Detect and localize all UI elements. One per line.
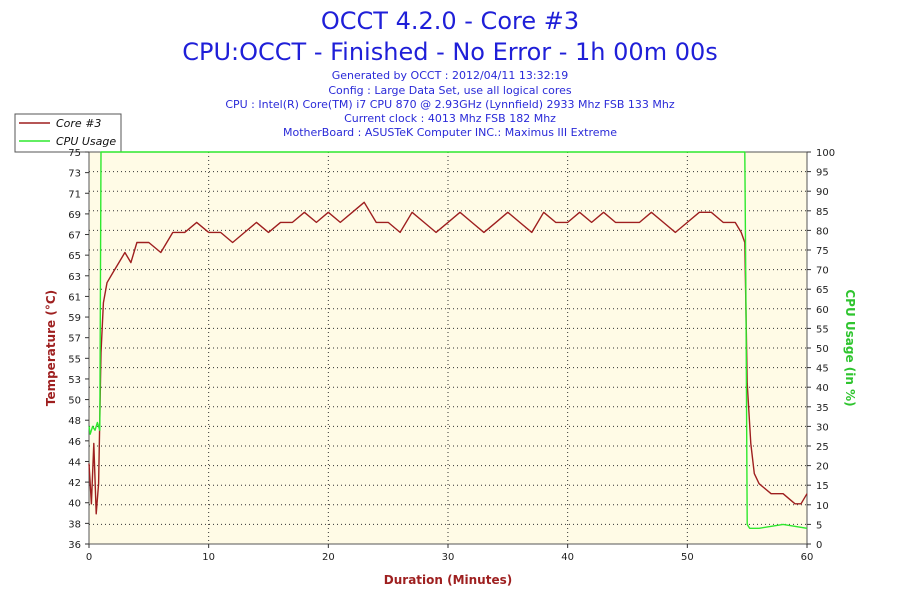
right-axis-ticks: 0 5 10 15 20 25 30 35 40 45 50 55 60 65 70 75 80 85 90 95 10…: [807, 148, 835, 551]
y2-tick-label: 65: [816, 285, 829, 296]
x-tick-label: 20: [322, 552, 335, 563]
y-tick-label: 57: [68, 334, 81, 345]
y2-tick-label: 40: [816, 383, 829, 394]
y-tick-label: 73: [68, 169, 81, 180]
info-cpu: CPU : Intel(R) Core(TM) i7 CPU 870 @ 2.9…: [225, 98, 675, 111]
y-tick-label: 55: [68, 354, 81, 365]
series-line-core-3: [88, 201, 808, 515]
legend-label-core: Core #3: [56, 117, 101, 130]
y2-tick-label: 10: [816, 501, 829, 512]
y-tick-label: 50: [68, 396, 81, 407]
y2-tick-label: 30: [816, 422, 829, 433]
y2-tick-label: 75: [816, 246, 829, 257]
y2-axis-label: CPU Usage (in %): [843, 289, 857, 406]
chart-subtitle: CPU:OCCT - Finished - No Error - 1h 00m …: [182, 38, 718, 66]
y-tick-label: 59: [68, 313, 81, 324]
y2-tick-label: 5: [816, 520, 822, 531]
y2-tick-label: 90: [816, 187, 829, 198]
y2-tick-label: 35: [816, 403, 829, 414]
y-tick-label: 65: [68, 251, 81, 262]
x-tick-label: 50: [681, 552, 694, 563]
y-tick-label: 38: [68, 519, 81, 530]
series-line-cpu-usage: [88, 151, 808, 529]
y-tick-label: 61: [68, 292, 81, 303]
y-axis-label: Temperature (°C): [44, 290, 58, 406]
y2-tick-label: 85: [816, 207, 829, 218]
bottom-axis-ticks: 0 10 20 30 40 50 60: [86, 544, 814, 563]
y2-tick-label: 95: [816, 168, 829, 179]
legend-box: [14, 113, 122, 153]
chart-title: OCCT 4.2.0 - Core #3: [321, 7, 579, 35]
series-layer: [88, 151, 808, 529]
y-tick-label: 46: [68, 437, 81, 448]
y2-tick-label: 55: [816, 324, 829, 335]
y2-tick-label: 20: [816, 462, 829, 473]
y2-tick-label: 0: [816, 540, 822, 551]
y-tick-label: 75: [68, 148, 81, 159]
y2-tick-label: 25: [816, 442, 829, 453]
y2-tick-label: 80: [816, 226, 829, 237]
y-tick-label: 67: [68, 231, 81, 242]
y-tick-label: 53: [68, 375, 81, 386]
y2-tick-label: 60: [816, 305, 829, 316]
y2-tick-label: 100: [816, 148, 835, 159]
y2-tick-label: 70: [816, 266, 829, 277]
x-axis-label: Duration (Minutes): [384, 573, 512, 587]
y2-tick-label: 45: [816, 364, 829, 375]
x-tick-label: 0: [86, 552, 92, 563]
x-tick-label: 60: [801, 552, 814, 563]
y-tick-label: 44: [68, 457, 81, 468]
y-tick-label: 42: [68, 478, 81, 489]
info-motherboard: MotherBoard : ASUSTeK Computer INC.: Max…: [283, 126, 617, 139]
legend-label-usage: CPU Usage: [56, 135, 116, 148]
y-tick-label: 71: [68, 189, 81, 200]
y2-tick-label: 50: [816, 344, 829, 355]
x-tick-label: 40: [561, 552, 574, 563]
x-tick-label: 10: [202, 552, 215, 563]
left-axis-ticks: 36 38 40 42 44 46 48 50 53 55 57 59 61 63 65 67 69 71 73 75: [68, 148, 89, 551]
info-clock: Current clock : 4013 Mhz FSB 182 Mhz: [344, 112, 556, 125]
grid: [89, 152, 807, 544]
y-tick-label: 69: [68, 210, 81, 221]
legend: Core #3 CPU Usage: [14, 113, 122, 153]
y-tick-label: 48: [68, 416, 81, 427]
y2-tick-label: 15: [816, 481, 829, 492]
info-config: Config : Large Data Set, use all logical…: [328, 84, 572, 97]
y-tick-label: 63: [68, 272, 81, 283]
x-tick-label: 30: [442, 552, 455, 563]
y-tick-label: 36: [68, 540, 81, 551]
y-tick-label: 40: [68, 499, 81, 510]
info-generated: Generated by OCCT : 2012/04/11 13:32:19: [332, 69, 569, 82]
